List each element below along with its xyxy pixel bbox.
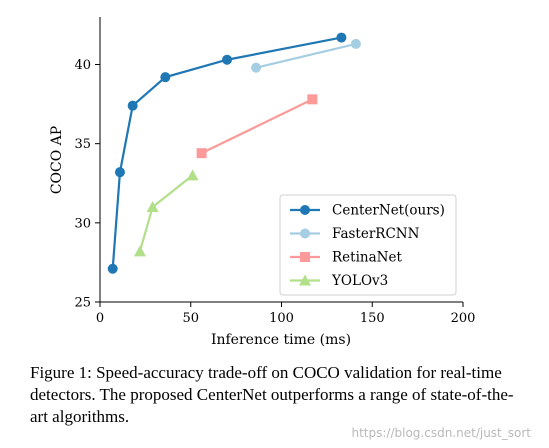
series-line-retinanet [201,98,313,155]
x-axis-label: Inference time (ms) [211,332,351,348]
y-tick-label: 30 [74,216,91,231]
y-tick-label: 35 [74,137,91,152]
legend-marker-fasterrcnn [300,228,310,239]
axes: 0 50 100 150 200 25 30 35 40 [74,17,475,326]
legend-marker-retinanet [300,252,310,262]
x-tick-label: 50 [182,311,199,326]
y-axis-label: COCO AP [49,126,65,194]
x-tick-label: 150 [360,311,385,326]
data-point-centernet-ours [114,167,125,178]
chart: 0 50 100 150 200 25 30 35 40 CenterNet(ours) Fast… [49,17,475,348]
data-point-fasterrcnn [350,38,361,49]
figure-caption: Figure 1: Speed-accuracy trade-off on CO… [30,363,514,426]
y-tick-label: 25 [74,296,91,311]
series-line-fasterrcnn [255,42,357,69]
data-point-retinanet [307,94,318,105]
data-point-fasterrcnn [251,62,262,73]
data-point-retinanet [196,148,207,159]
data-point-yolov3 [133,245,146,257]
x-tick-label: 200 [451,311,476,326]
legend-marker-centernet-ours [300,205,310,215]
data-point-centernet-ours [222,54,233,65]
legend-label-centernet-ours: CenterNet(ours) [332,203,445,219]
data-point-yolov3 [146,201,159,212]
x-tick-label: 0 [96,311,104,326]
legend-label-retinanet: RetinaNet [332,250,402,266]
legend-box [279,194,457,296]
data-point-centernet-ours [336,32,347,43]
legend-label-yolov3: YOLOv3 [331,273,388,289]
legend-label-fasterrcnn: FasterRCNN [332,226,420,242]
series-line-yolov3 [138,174,194,252]
watermark: https://blog.csdn.net/just_sort [351,426,532,440]
legend: CenterNet(ours) FasterRCNN RetinaNet YOLOv3 [279,194,457,296]
data-point-centernet-ours [127,100,138,111]
y-tick-label: 40 [74,58,91,73]
series-line-centernet-ours [111,36,342,269]
plot-area [107,32,361,274]
data-point-centernet-ours [107,263,118,274]
data-point-centernet-ours [160,72,171,83]
data-point-yolov3 [186,169,199,181]
x-tick-label: 100 [269,311,294,326]
legend-marker-yolov3 [299,274,311,286]
